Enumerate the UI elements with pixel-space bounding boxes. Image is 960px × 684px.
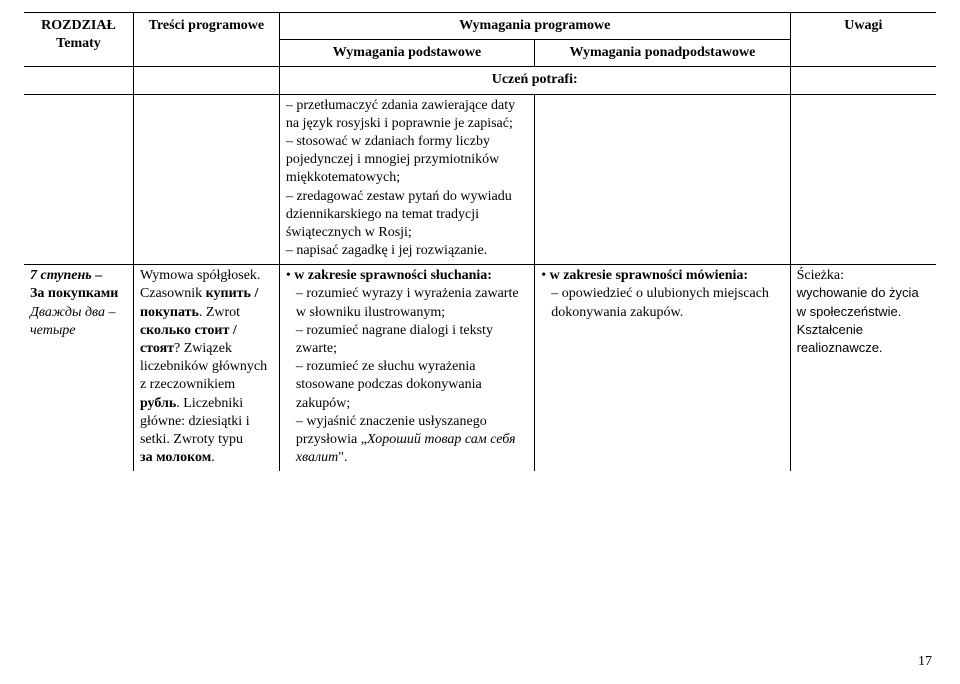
row1-col3: – przetłumaczyć zdania zawierające daty … [279, 94, 534, 265]
hdr-rozdzial-l1: ROZDZIAŁ [41, 18, 116, 33]
row2-col1: 7 ступень – За покупками Дважды два – че… [24, 265, 133, 472]
row2-col4-list: – opowiedzieć o ulubionych miejscach dok… [541, 285, 783, 321]
list-item: – rozumieć ze słuchu wyrażenia stosowane… [296, 358, 528, 413]
hdr-rozdzial-l2: Tematy [56, 36, 101, 51]
list-item: – wyjaśnić znaczenie usłyszanego przysło… [296, 413, 528, 468]
row2-col2: Wymowa spółgłosek. Czasownik купить / по… [133, 265, 279, 472]
row2-col3-list: – rozumieć wyrazy i wyrażenia zawarte w … [286, 285, 528, 467]
hdr-tresci: Treści programowe [133, 13, 279, 67]
table-row: – przetłumaczyć zdania zawierające daty … [24, 94, 936, 265]
hdr-podstawowe: Wymagania podstawowe [279, 40, 534, 67]
row1-item: – zredagować zestaw pytań do wywiadu dzi… [286, 188, 528, 243]
table-row: 7 ступень – За покупками Дважды два – че… [24, 265, 936, 472]
list-item: – opowiedzieć o ulubionych miejscach dok… [551, 285, 783, 321]
hdr-ponadpodstawowe: Wymagania ponadpodstawowe [535, 40, 790, 67]
hdr-rozdzial: ROZDZIAŁ Tematy [24, 13, 133, 67]
row1-item: – napisać zagadkę i jej rozwiązanie. [286, 242, 528, 260]
list-item: – rozumieć wyrazy i wyrażenia zawarte w … [296, 285, 528, 321]
row1-item: – stosować w zdaniach formy liczby pojed… [286, 133, 528, 188]
curriculum-table: ROZDZIAŁ Tematy Treści programowe Wymaga… [24, 12, 936, 471]
row2-col4: • w zakresie sprawności mówienia: – opow… [535, 265, 790, 472]
table-header-row-1: ROZDZIAŁ Tematy Treści programowe Wymaga… [24, 13, 936, 40]
student-can-cell: Uczeń potrafi: [279, 67, 790, 94]
row2-col4-header: • w zakresie sprawności mówienia: [541, 267, 783, 285]
row2-col3-header: • w zakresie sprawności słuchania: [286, 267, 528, 285]
hdr-wymagania: Wymagania programowe [279, 13, 790, 40]
page-number: 17 [918, 654, 932, 670]
list-item: – rozumieć nagrane dialogi i teksty zwar… [296, 322, 528, 358]
row2-col3: • w zakresie sprawności słuchania: – roz… [279, 265, 534, 472]
row1-item: – przetłumaczyć zdania zawierające daty … [286, 97, 528, 133]
student-can-row: Uczeń potrafi: [24, 67, 936, 94]
hdr-uwagi: Uwagi [790, 13, 936, 67]
row2-col5: Ścieżka: wychowanie do życia w społeczeń… [790, 265, 936, 472]
